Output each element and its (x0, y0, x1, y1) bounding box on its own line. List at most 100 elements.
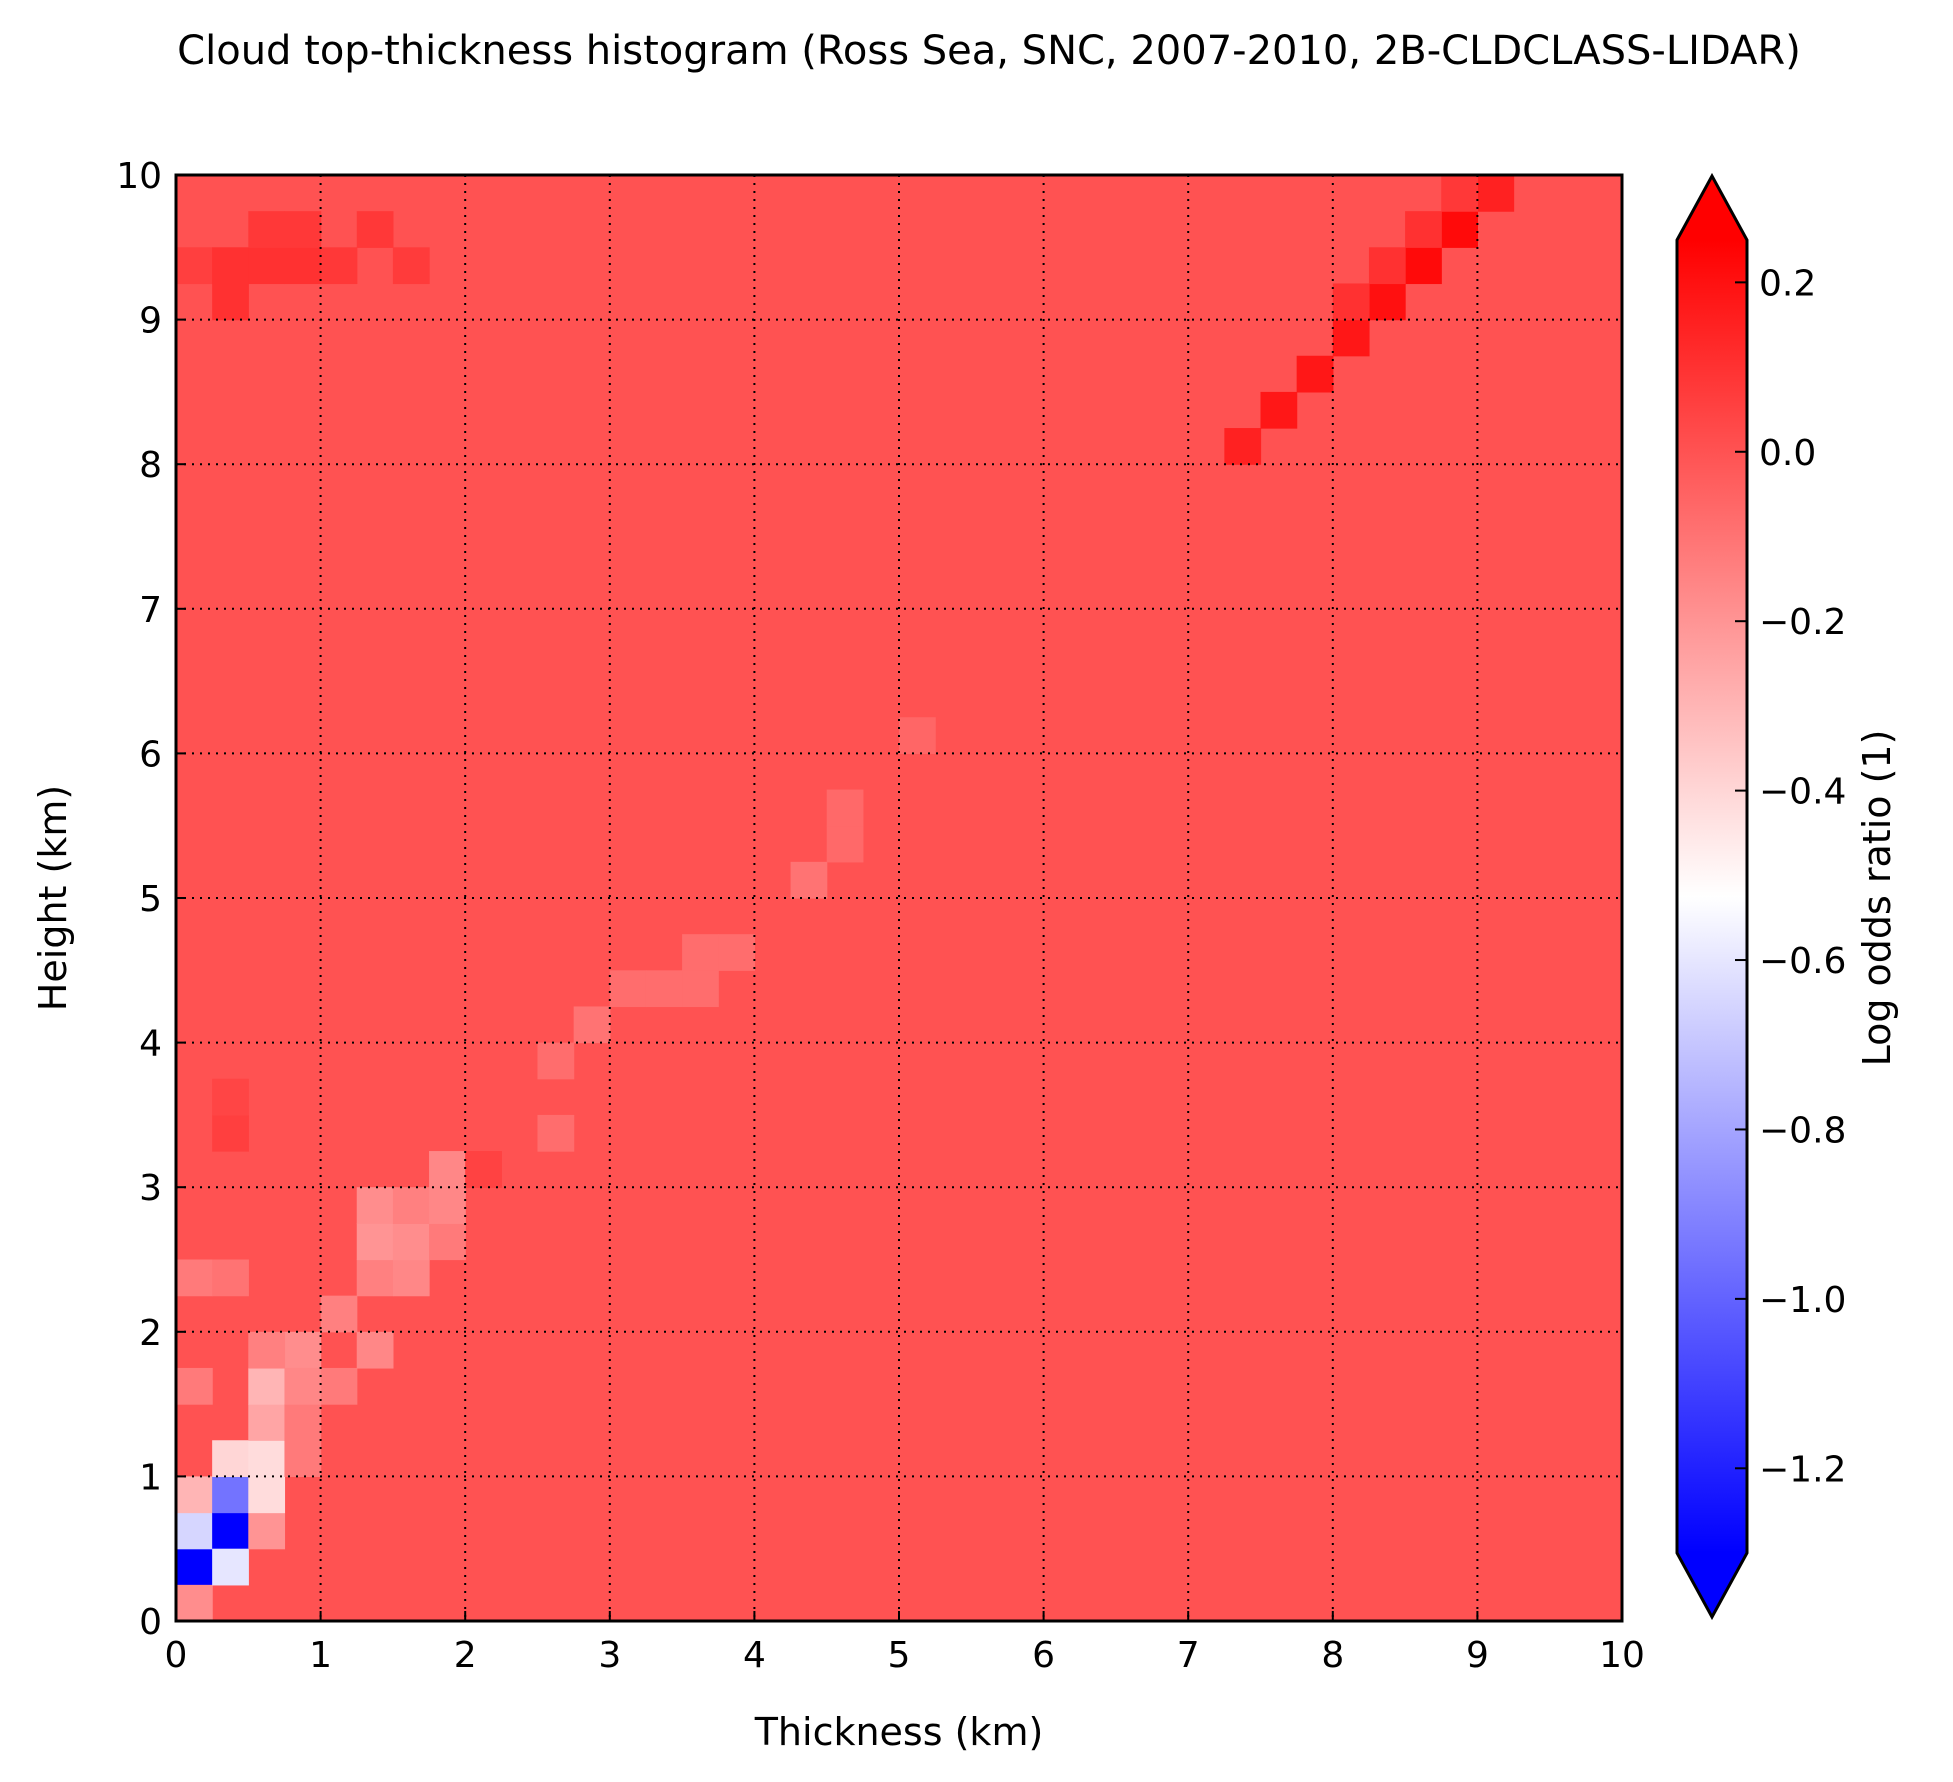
heatmap-cell (356, 1259, 394, 1297)
heatmap-cell (429, 1223, 466, 1261)
heatmap-cell (212, 1259, 249, 1297)
x-tick-label: 5 (888, 1635, 911, 1676)
x-tick-label: 10 (1599, 1635, 1645, 1676)
x-tick-label: 9 (1466, 1635, 1489, 1676)
colorbar-tick-label: 0.2 (1759, 263, 1816, 304)
heatmap-cell (392, 247, 430, 285)
heatmap-cell (176, 1476, 213, 1514)
heatmap-cell (176, 1548, 213, 1586)
heatmap-cell (573, 1006, 611, 1044)
heatmap-cell (284, 247, 322, 285)
heatmap-cell (1224, 428, 1262, 465)
heatmap-cell (537, 1114, 575, 1152)
heatmap-cell (356, 1187, 394, 1224)
heatmap-cell (248, 1331, 286, 1369)
heatmap-cell (176, 1259, 213, 1297)
heatmap-cell (212, 1548, 249, 1586)
y-tick-label: 8 (139, 445, 162, 486)
y-tick-label: 9 (139, 301, 162, 342)
heatmap-cell (248, 1476, 286, 1514)
heatmap-cell (212, 1512, 249, 1550)
heatmap-cell (826, 825, 864, 863)
heatmap-cell (320, 1367, 358, 1405)
y-tick-label: 3 (139, 1168, 162, 1209)
heatmap-cell (429, 1151, 466, 1188)
heatmap-cell (537, 1042, 575, 1080)
x-tick-label: 6 (1032, 1635, 1055, 1676)
heatmap-cell (682, 970, 719, 1008)
y-axis-label: Height (km) (31, 785, 75, 1011)
heatmap-cell (429, 1187, 466, 1224)
heatmap-cell (1405, 211, 1442, 248)
y-tick-label: 5 (139, 879, 162, 920)
heatmap-cell (212, 1440, 249, 1477)
colorbar-tick-label: −0.6 (1759, 941, 1846, 982)
heatmap-cell (284, 1331, 322, 1369)
x-axis-label: Thickness (km) (754, 1710, 1044, 1754)
colorbar-tick-label: −1.2 (1759, 1449, 1846, 1490)
colorbar: 0.2 0.0 −0.2 −0.4 −0.6 −0.8 −1.0 −1.2 (1675, 172, 1846, 1621)
heatmap-cell (320, 1295, 358, 1333)
y-axis-ticks: 0 1 2 3 4 5 6 7 8 9 10 (116, 156, 186, 1643)
heatmap-cell (284, 211, 322, 248)
heatmap-cell (212, 1476, 249, 1514)
x-tick-label: 1 (309, 1635, 332, 1676)
heatmap-cell (248, 1367, 286, 1405)
heatmap-cell (284, 1404, 322, 1441)
heatmap-cell (1368, 247, 1406, 285)
x-tick-label: 2 (454, 1635, 477, 1676)
y-tick-label: 6 (139, 734, 162, 775)
heatmap-cell (392, 1259, 430, 1297)
heatmap-cell (1332, 283, 1370, 321)
y-tick-label: 2 (139, 1313, 162, 1354)
colorbar-tick-label: −1.0 (1759, 1280, 1846, 1321)
x-tick-label: 8 (1321, 1635, 1344, 1676)
heatmap-cell (645, 970, 683, 1008)
heatmap-cell (356, 1331, 394, 1369)
y-tick-label: 4 (139, 1024, 162, 1065)
heatmap-cell (356, 1223, 394, 1261)
colorbar-gradient (1677, 240, 1747, 1553)
x-tick-label: 0 (165, 1635, 188, 1676)
heatmap-cell (1260, 391, 1298, 429)
heatmap-cell (248, 211, 286, 248)
heatmap-cell (176, 247, 213, 285)
heatmap-cell (284, 1440, 322, 1477)
heatmap-cell (176, 1512, 213, 1550)
heatmap-cell (212, 1078, 249, 1116)
chart-title: Cloud top-thickness histogram (Ross Sea,… (177, 28, 1801, 74)
x-tick-label: 7 (1177, 1635, 1200, 1676)
heatmap-cell (248, 247, 286, 285)
x-tick-label: 3 (598, 1635, 621, 1676)
heatmap-cell (682, 934, 719, 971)
heatmap-cell (1405, 247, 1442, 285)
heatmap-cell (176, 1584, 213, 1622)
colorbar-tick-label: −0.4 (1759, 772, 1846, 813)
heatmap-cell (176, 1367, 213, 1405)
heatmap-cell (212, 283, 249, 321)
heatmap-cell (826, 789, 864, 827)
y-tick-label: 1 (139, 1457, 162, 1498)
heatmap-cell (718, 934, 755, 971)
y-tick-label: 0 (139, 1602, 162, 1643)
colorbar-extend-max (1677, 176, 1747, 240)
colorbar-tick-label: −0.2 (1759, 602, 1846, 643)
heatmap-cell (284, 1367, 322, 1405)
heatmap-cell (1296, 355, 1334, 393)
heatmap-cell (392, 1223, 430, 1261)
heatmap-cell (320, 247, 358, 285)
grid-lines (176, 175, 1622, 1621)
heatmap-cell (212, 1114, 249, 1152)
heatmap-cell (248, 1440, 286, 1477)
colorbar-extend-min (1677, 1553, 1747, 1617)
heatmap-cell (248, 1404, 286, 1441)
heatmap-cell (248, 1512, 286, 1550)
heatmap-cell (1332, 319, 1370, 357)
heatmap-cell (356, 211, 394, 248)
heatmap-cell (1441, 175, 1478, 212)
colorbar-tick-label: 0.0 (1759, 433, 1816, 474)
heatmap-cell (1477, 175, 1515, 212)
heatmap-cell (1441, 211, 1478, 248)
x-axis-ticks: 0 1 2 3 4 5 6 7 8 9 10 (165, 1611, 1645, 1676)
